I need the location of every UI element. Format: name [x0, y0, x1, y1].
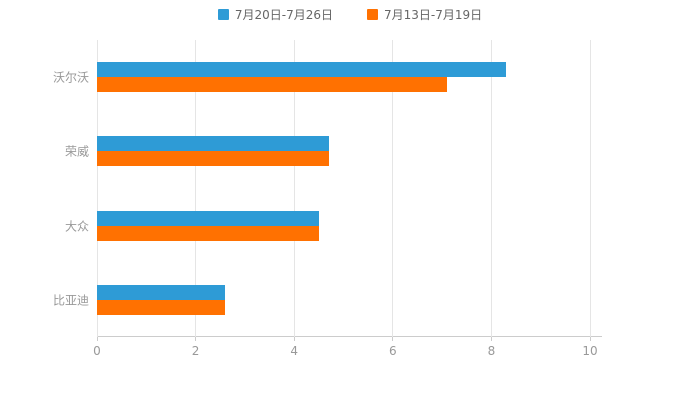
bar: [97, 62, 507, 78]
bar: [97, 210, 319, 226]
bar: [97, 284, 226, 300]
bar: [97, 299, 226, 315]
x-axis-tick: [293, 337, 295, 341]
bar-group-2: [97, 210, 590, 241]
legend-swatch: [367, 9, 378, 20]
gridline: [589, 40, 591, 337]
plot-area: 0 2 4 6 8 10: [93, 40, 602, 358]
x-axis-tick-label: 6: [388, 344, 397, 358]
x-axis-line: [97, 336, 602, 337]
x-axis-tick: [490, 337, 492, 341]
legend-label: 7月13日-7月19日: [384, 8, 483, 22]
bar: [97, 77, 448, 93]
bar: [97, 151, 329, 167]
x-axis-tick: [392, 337, 394, 341]
gridline: [490, 40, 492, 337]
bar-group-0: [97, 62, 590, 93]
x-axis-tick: [195, 337, 197, 341]
x-axis-tick-label: 0: [93, 344, 101, 358]
legend: 7月20日-7月26日 7月13日-7月19日: [0, 6, 700, 23]
legend-item-1[interactable]: 7月13日-7月19日: [367, 6, 482, 23]
legend-label: 7月20日-7月26日: [234, 8, 333, 22]
x-axis-tick: [589, 337, 591, 341]
gridline: [392, 40, 394, 337]
x-axis-tick-label: 2: [191, 344, 200, 358]
y-axis-category-label: 比亚迪: [52, 293, 89, 308]
y-axis-category-label: 沃尔沃: [52, 70, 89, 85]
gridline: [293, 40, 295, 337]
x-axis-tick-label: 4: [290, 344, 299, 358]
y-axis-labels: 沃尔沃荣威大众比亚迪: [0, 40, 89, 337]
y-axis-category-label: 荣威: [64, 144, 89, 159]
bar-group-1: [97, 136, 590, 167]
legend-item-0[interactable]: 7月20日-7月26日: [217, 6, 333, 23]
x-axis-tick-label: 10: [582, 344, 598, 358]
gridline: [96, 40, 98, 337]
x-axis-tick-label: 8: [487, 344, 496, 358]
x-axis-tick: [96, 337, 98, 341]
bar: [97, 136, 329, 152]
y-axis-category-label: 大众: [64, 219, 89, 234]
legend-swatch: [217, 9, 229, 20]
gridline: [195, 40, 197, 337]
bar: [97, 225, 319, 241]
bar-group-3: [97, 284, 590, 315]
